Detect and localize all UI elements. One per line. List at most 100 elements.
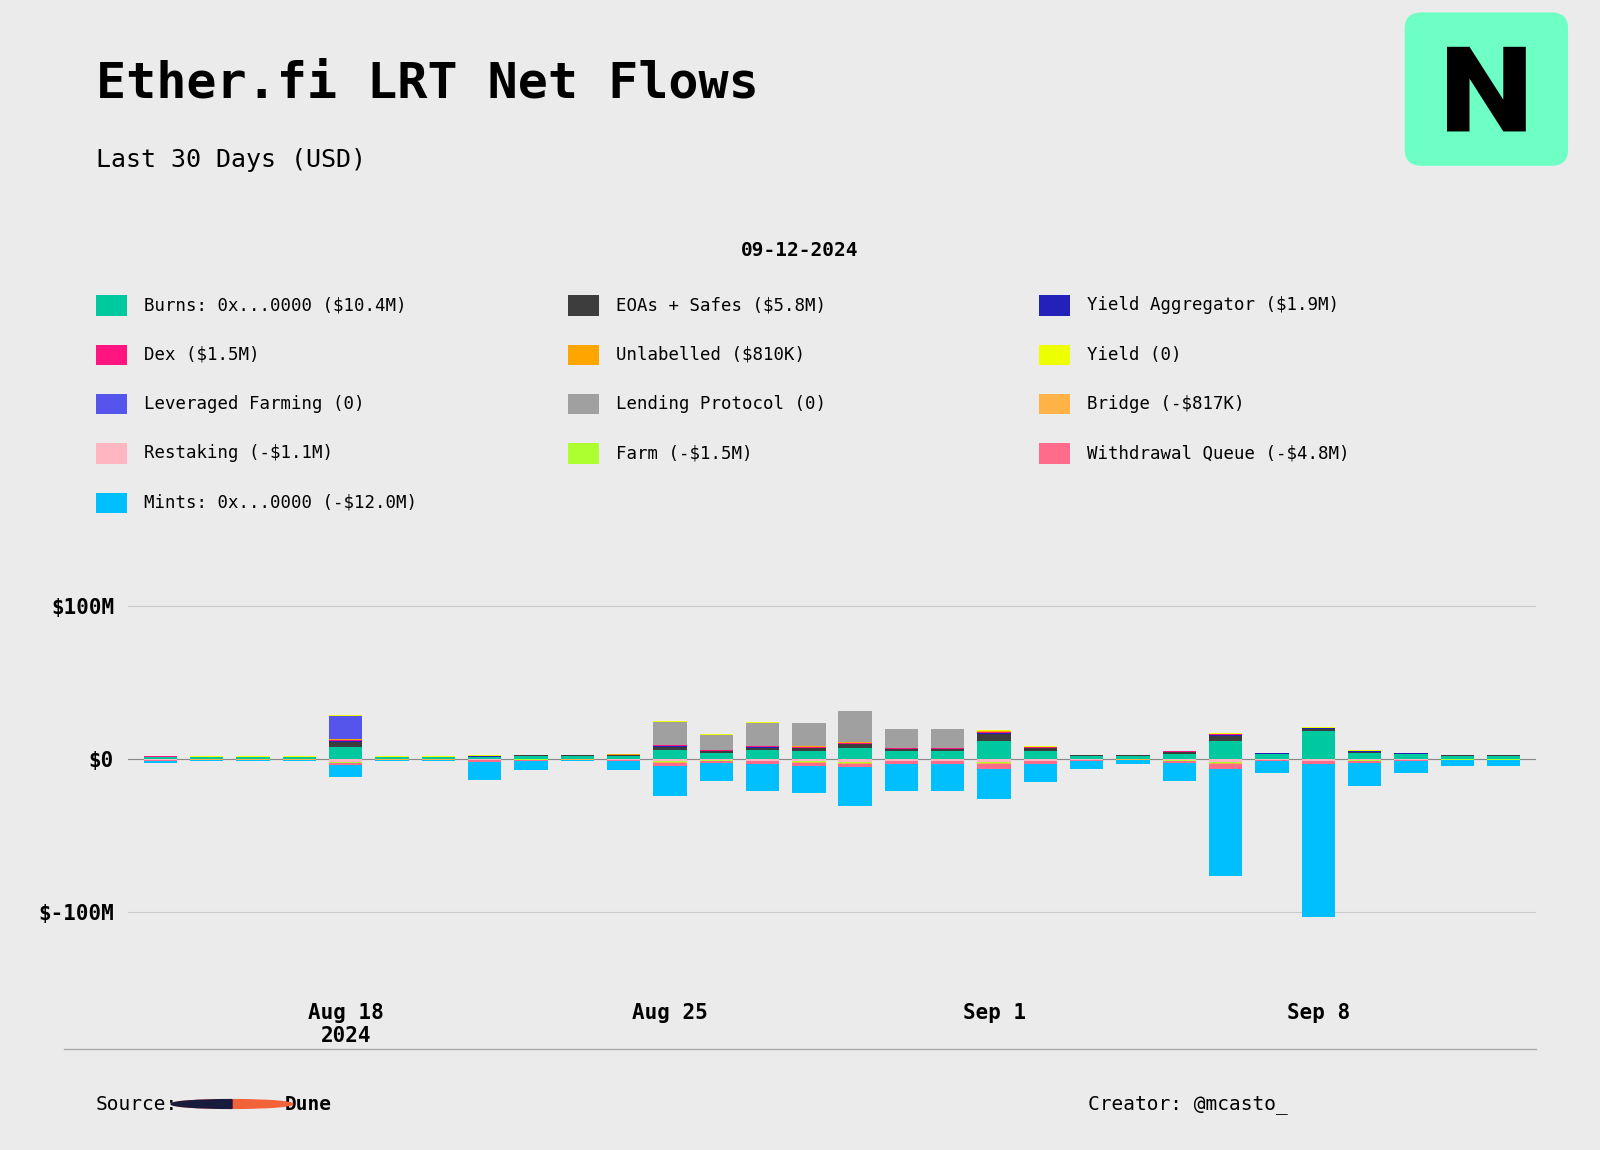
- Bar: [1024, 751, 1058, 759]
- FancyBboxPatch shape: [96, 492, 126, 513]
- Bar: [330, 716, 362, 739]
- FancyBboxPatch shape: [568, 444, 598, 463]
- Bar: [330, 746, 362, 759]
- Bar: [1024, 749, 1058, 751]
- Text: Unlabelled ($810K): Unlabelled ($810K): [616, 346, 805, 363]
- Bar: [1347, 759, 1381, 760]
- Text: Dex ($1.5M): Dex ($1.5M): [144, 346, 259, 363]
- Bar: [1210, 759, 1242, 762]
- Bar: [1210, 741, 1242, 759]
- Bar: [1070, 756, 1104, 759]
- Bar: [283, 758, 317, 759]
- Text: Creator: @mcasto_: Creator: @mcasto_: [1088, 1095, 1288, 1113]
- Bar: [653, 746, 686, 750]
- FancyBboxPatch shape: [568, 345, 598, 365]
- Bar: [1440, 760, 1474, 766]
- Bar: [330, 764, 362, 765]
- Text: Source:: Source:: [96, 1095, 178, 1113]
- FancyBboxPatch shape: [96, 394, 126, 414]
- Bar: [931, 729, 965, 748]
- FancyBboxPatch shape: [568, 296, 598, 315]
- Bar: [1302, 731, 1334, 759]
- Wedge shape: [171, 1099, 232, 1109]
- Bar: [237, 758, 270, 759]
- Text: Mints: 0x...0000 (-$12.0M): Mints: 0x...0000 (-$12.0M): [144, 493, 418, 512]
- Bar: [144, 761, 178, 762]
- Bar: [978, 768, 1011, 799]
- FancyBboxPatch shape: [568, 394, 598, 414]
- Bar: [1117, 760, 1150, 765]
- Bar: [838, 767, 872, 806]
- Bar: [978, 762, 1011, 764]
- Text: Yield Aggregator ($1.9M): Yield Aggregator ($1.9M): [1088, 297, 1339, 314]
- Bar: [467, 762, 501, 781]
- Bar: [792, 759, 826, 761]
- Bar: [978, 741, 1011, 759]
- Bar: [699, 751, 733, 753]
- Bar: [746, 723, 779, 746]
- Text: Ether.fi LRT Net Flows: Ether.fi LRT Net Flows: [96, 60, 758, 108]
- Bar: [1486, 760, 1520, 766]
- Bar: [653, 766, 686, 796]
- FancyBboxPatch shape: [1405, 13, 1568, 166]
- Bar: [1070, 761, 1104, 768]
- Text: Restaking (-$1.1M): Restaking (-$1.1M): [144, 444, 333, 462]
- Bar: [885, 749, 918, 751]
- Bar: [931, 749, 965, 751]
- FancyBboxPatch shape: [1040, 394, 1070, 414]
- Bar: [746, 761, 779, 764]
- Bar: [1394, 754, 1427, 759]
- Text: Leveraged Farming (0): Leveraged Farming (0): [144, 396, 365, 413]
- Bar: [885, 761, 918, 764]
- Bar: [1256, 761, 1288, 773]
- Text: Bridge (-$817K): Bridge (-$817K): [1088, 396, 1245, 413]
- Bar: [838, 764, 872, 767]
- Bar: [330, 742, 362, 746]
- Bar: [699, 762, 733, 781]
- Bar: [746, 759, 779, 760]
- Bar: [422, 758, 454, 759]
- Bar: [1440, 756, 1474, 759]
- Bar: [1024, 764, 1058, 782]
- Bar: [838, 712, 872, 742]
- Bar: [699, 761, 733, 762]
- Bar: [931, 761, 965, 764]
- Bar: [1163, 759, 1197, 760]
- Text: Last 30 Days (USD): Last 30 Days (USD): [96, 148, 366, 172]
- FancyBboxPatch shape: [1040, 444, 1070, 463]
- Bar: [978, 764, 1011, 768]
- Bar: [606, 761, 640, 771]
- Bar: [931, 764, 965, 791]
- Bar: [1210, 762, 1242, 764]
- Text: Yield (0): Yield (0): [1088, 346, 1182, 363]
- Bar: [699, 735, 733, 750]
- FancyBboxPatch shape: [1040, 296, 1070, 315]
- Bar: [1302, 729, 1334, 731]
- Bar: [1210, 764, 1242, 768]
- Bar: [792, 723, 826, 746]
- Bar: [1347, 752, 1381, 753]
- Bar: [560, 756, 594, 759]
- Bar: [606, 756, 640, 759]
- Bar: [514, 756, 547, 759]
- FancyBboxPatch shape: [96, 444, 126, 463]
- Bar: [1024, 759, 1058, 760]
- Bar: [653, 762, 686, 766]
- Bar: [330, 759, 362, 762]
- Bar: [560, 760, 594, 761]
- Bar: [978, 733, 1011, 734]
- Bar: [838, 749, 872, 759]
- FancyBboxPatch shape: [96, 345, 126, 365]
- Bar: [653, 721, 686, 744]
- Bar: [1163, 762, 1197, 781]
- Bar: [1347, 761, 1381, 762]
- Bar: [1302, 761, 1334, 764]
- Text: 09-12-2024: 09-12-2024: [741, 240, 859, 260]
- Bar: [514, 760, 547, 769]
- Bar: [838, 744, 872, 749]
- Bar: [653, 759, 686, 761]
- Bar: [1163, 761, 1197, 762]
- Circle shape: [171, 1099, 293, 1109]
- Bar: [330, 765, 362, 777]
- FancyBboxPatch shape: [1040, 345, 1070, 365]
